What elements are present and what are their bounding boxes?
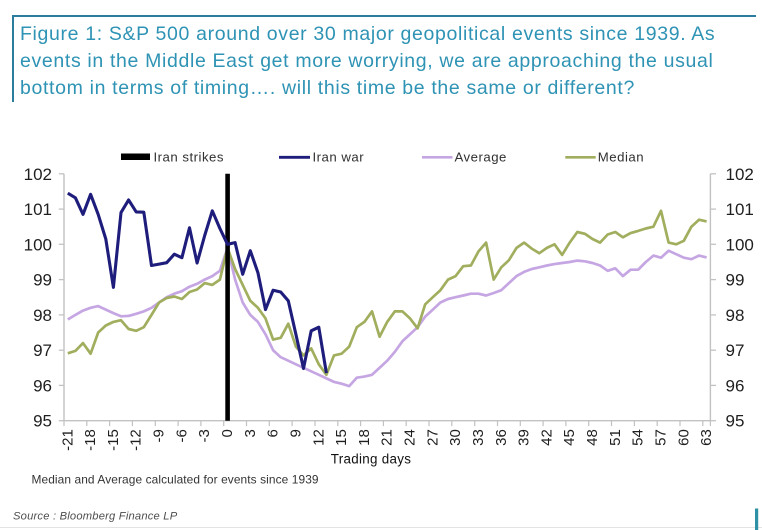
svg-text:24: 24 bbox=[402, 429, 419, 446]
svg-text:39: 39 bbox=[516, 429, 533, 446]
svg-text:Iran war: Iran war bbox=[313, 150, 365, 165]
svg-text:48: 48 bbox=[584, 429, 601, 446]
svg-text:51: 51 bbox=[607, 429, 624, 446]
svg-text:99: 99 bbox=[33, 271, 52, 290]
svg-text:95: 95 bbox=[726, 412, 745, 431]
svg-text:100: 100 bbox=[24, 235, 52, 254]
svg-text:12: 12 bbox=[310, 429, 327, 446]
svg-text:45: 45 bbox=[561, 429, 578, 446]
svg-text:Median: Median bbox=[598, 150, 644, 165]
svg-text:99: 99 bbox=[726, 271, 745, 290]
svg-text:6: 6 bbox=[265, 429, 282, 437]
svg-text:15: 15 bbox=[333, 429, 350, 446]
svg-text:18: 18 bbox=[356, 429, 373, 446]
svg-text:-21: -21 bbox=[59, 429, 76, 451]
svg-text:-6: -6 bbox=[173, 429, 190, 442]
svg-text:Median and Average calculated: Median and Average calculated for events… bbox=[32, 473, 319, 487]
svg-text:-12: -12 bbox=[128, 429, 145, 451]
svg-text:97: 97 bbox=[726, 341, 745, 360]
svg-text:100: 100 bbox=[726, 235, 754, 254]
svg-text:54: 54 bbox=[630, 429, 647, 446]
svg-text:Trading days: Trading days bbox=[331, 452, 412, 467]
svg-text:36: 36 bbox=[493, 429, 510, 446]
svg-text:Average: Average bbox=[455, 150, 507, 165]
svg-text:9: 9 bbox=[287, 429, 304, 437]
svg-text:-3: -3 bbox=[196, 429, 213, 442]
svg-text:-18: -18 bbox=[82, 429, 99, 451]
svg-text:102: 102 bbox=[24, 165, 52, 184]
svg-text:63: 63 bbox=[698, 429, 715, 446]
svg-text:0: 0 bbox=[219, 429, 236, 437]
svg-text:96: 96 bbox=[33, 376, 52, 395]
svg-text:33: 33 bbox=[470, 429, 487, 446]
svg-text:21: 21 bbox=[379, 429, 396, 446]
svg-text:42: 42 bbox=[538, 429, 555, 446]
svg-text:60: 60 bbox=[675, 429, 692, 446]
svg-text:30: 30 bbox=[447, 429, 464, 446]
svg-text:101: 101 bbox=[24, 200, 52, 219]
svg-text:27: 27 bbox=[424, 429, 441, 446]
svg-text:Source : Bloomberg Finance LP: Source : Bloomberg Finance LP bbox=[13, 511, 178, 523]
svg-text:97: 97 bbox=[33, 341, 52, 360]
svg-text:101: 101 bbox=[726, 200, 754, 219]
svg-text:-9: -9 bbox=[151, 429, 168, 442]
svg-text:Iran strikes: Iran strikes bbox=[154, 150, 225, 165]
svg-text:102: 102 bbox=[726, 165, 754, 184]
svg-text:95: 95 bbox=[33, 412, 52, 431]
svg-text:-15: -15 bbox=[105, 429, 122, 451]
svg-text:98: 98 bbox=[33, 306, 52, 325]
svg-text:98: 98 bbox=[726, 306, 745, 325]
svg-text:96: 96 bbox=[726, 376, 745, 395]
svg-text:57: 57 bbox=[653, 429, 670, 446]
svg-text:3: 3 bbox=[242, 429, 259, 437]
